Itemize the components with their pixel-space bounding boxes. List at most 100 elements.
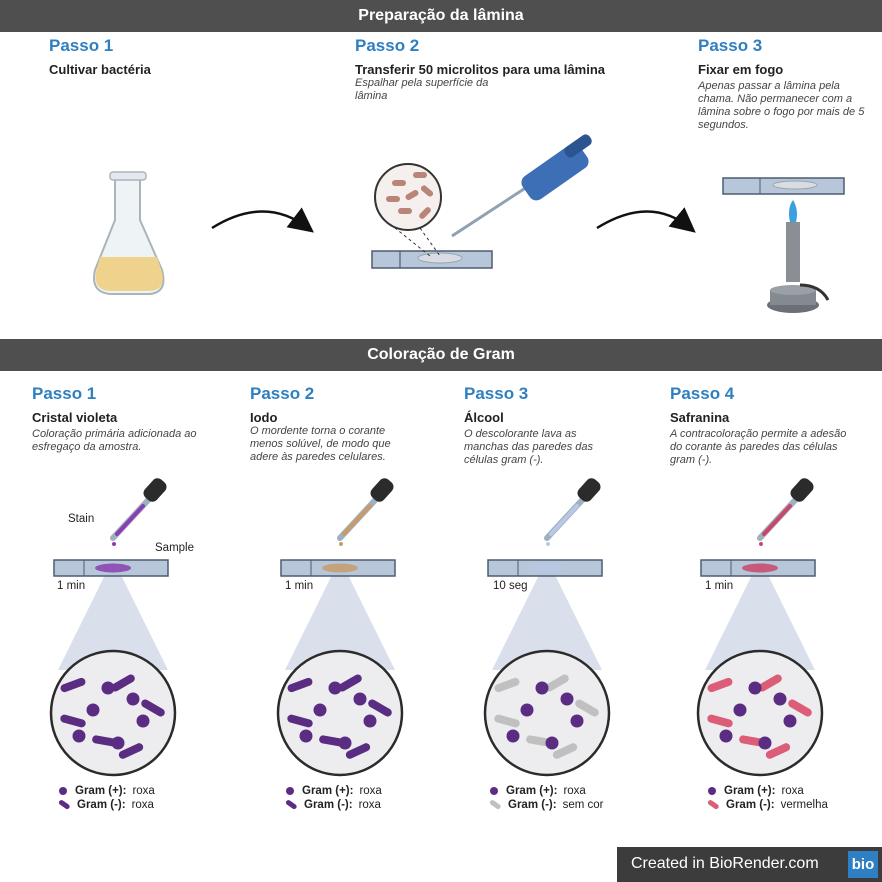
dropper-bulb-icon — [790, 478, 814, 502]
gram-panel-1 — [49, 478, 177, 777]
coccus-icon — [286, 787, 294, 795]
gram-positive-coccus — [783, 714, 797, 728]
stain-smear — [322, 563, 358, 573]
legend-1-pos-value: roxa — [132, 785, 155, 797]
stain-smear — [529, 563, 565, 573]
legend-3-neg-label: Gram (-): — [508, 799, 557, 811]
gram-panel-2 — [276, 478, 404, 777]
dropper-bulb-icon — [143, 478, 167, 502]
gram-negative-bacillus — [788, 699, 812, 717]
gram-negative-bacillus — [60, 677, 86, 693]
time-label-4: 1 min — [705, 580, 734, 592]
magnification-cone — [285, 575, 395, 670]
gram-step-4-desc: A contracoloração permite a adesão do co… — [670, 428, 847, 466]
legend-2: Gram (+): roxa Gram (-): roxa — [284, 784, 382, 812]
bunsen-burner-icon — [722, 177, 845, 313]
legend-3-pos-label: Gram (+): — [506, 785, 558, 797]
coccus-icon — [490, 787, 498, 795]
gram-positive-coccus — [72, 729, 86, 743]
dropper-liquid — [762, 504, 792, 536]
gram-negative-bacillus — [345, 743, 371, 759]
legend-4-neg-label: Gram (-): — [726, 799, 775, 811]
dropper-liquid — [342, 504, 372, 536]
stain-label: Stain — [68, 513, 95, 525]
prep-step-3: Passo 3 Fixar em fogo Apenas passar a lâ… — [698, 36, 870, 132]
gram-negative-bacillus — [526, 735, 552, 747]
gram-positive-coccus — [773, 692, 787, 706]
gram-panel-3 — [483, 478, 611, 777]
bacillus-icon — [58, 800, 70, 810]
slide-with-pipette — [371, 134, 592, 269]
legend-3: Gram (+): roxa Gram (-): sem cor — [488, 784, 603, 812]
legend-1-neg-value: roxa — [131, 799, 154, 811]
gram-negative-bacillus — [141, 699, 165, 717]
gram-step-4: Passo 4 Safranina A contracoloração perm… — [670, 384, 850, 467]
gram-positive-coccus — [560, 692, 574, 706]
dropper-liquid — [115, 504, 145, 536]
gram-positive-coccus — [363, 714, 377, 728]
biorender-badge[interactable]: Created in BioRender.com bio — [617, 847, 882, 882]
stain-drop — [339, 542, 343, 546]
gram-positive-coccus — [136, 714, 150, 728]
stain-drop — [759, 542, 763, 546]
gram-positive-coccus — [733, 703, 747, 717]
legend-3-pos-value: roxa — [563, 785, 586, 797]
gram-positive-coccus — [506, 729, 520, 743]
time-label-1: 1 min — [57, 580, 86, 592]
gram-step-1-title: Passo 1 — [32, 384, 97, 403]
legend-2-pos-label: Gram (+): — [302, 785, 354, 797]
biorender-logo-icon: bio — [848, 851, 878, 878]
coccus-icon — [59, 787, 67, 795]
prep-header: Preparação da lâmina — [0, 0, 882, 32]
stain-smear — [95, 563, 131, 573]
time-label-3: 10 seg — [493, 580, 528, 592]
stain-drop — [546, 542, 550, 546]
gram-step-1: Passo 1 Cristal violeta Coloração primár… — [32, 384, 212, 454]
gram-negative-bacillus — [494, 714, 520, 728]
dropper-bulb-icon — [577, 478, 601, 502]
gram-step-3: Passo 3 Álcool O descolorante lava as ma… — [464, 384, 624, 467]
gram-step-1-name: Cristal violeta — [32, 410, 118, 425]
gram-negative-bacillus — [368, 699, 392, 717]
gram-negative-bacillus — [319, 735, 345, 747]
gram-step-2: Passo 2 Iodo O mordente torna o corante … — [250, 384, 420, 464]
gram-positive-coccus — [758, 736, 772, 750]
gram-negative-bacillus — [552, 743, 578, 759]
prep-step-2-desc: Espalhar pela superfície da lâmina — [355, 77, 489, 102]
time-label-2: 1 min — [285, 580, 314, 592]
legend-4-neg-value: vermelha — [780, 799, 828, 811]
gram-positive-coccus — [570, 714, 584, 728]
gram-negative-bacillus — [60, 714, 86, 728]
gram-negative-bacillus — [287, 677, 313, 693]
gram-step-3-desc: O descolorante lava as manchas das pared… — [464, 428, 594, 466]
arrow-icon-2 — [596, 207, 696, 233]
stain-smear — [742, 563, 778, 573]
gram-negative-bacillus — [338, 674, 362, 692]
bacillus-icon — [707, 800, 719, 810]
gram-positive-coccus — [748, 681, 762, 695]
legend-1-neg-label: Gram (-): — [77, 799, 126, 811]
flask-icon — [93, 171, 165, 295]
gram-positive-coccus — [338, 736, 352, 750]
gram-positive-coccus — [719, 729, 733, 743]
gram-step-2-title: Passo 2 — [250, 384, 315, 403]
arrow-icon-1 — [211, 207, 314, 233]
prep-step-1: Passo 1 Cultivar bactéria — [49, 36, 269, 77]
magnification-cone — [492, 575, 602, 670]
gram-step-3-name: Álcool — [464, 410, 504, 425]
gram-positive-coccus — [328, 681, 342, 695]
prep-step-2-title: Passo 2 — [355, 36, 420, 55]
legend-3-neg-value: sem cor — [562, 799, 604, 811]
magnification-cone — [705, 575, 815, 670]
prep-step-2-name: Transferir 50 microlitos para uma lâmina — [355, 62, 605, 77]
gram-negative-bacillus — [494, 677, 520, 693]
gram-negative-bacillus — [92, 735, 118, 747]
gram-header: Coloração de Gram — [0, 339, 882, 371]
gram-positive-coccus — [520, 703, 534, 717]
legend-2-neg-value: roxa — [358, 799, 381, 811]
gram-step-4-name: Safranina — [670, 410, 730, 425]
prep-step-3-desc: Apenas passar a lâmina pela chama. Não p… — [698, 80, 865, 131]
prep-step-3-name: Fixar em fogo — [698, 62, 784, 77]
gram-positive-coccus — [535, 681, 549, 695]
